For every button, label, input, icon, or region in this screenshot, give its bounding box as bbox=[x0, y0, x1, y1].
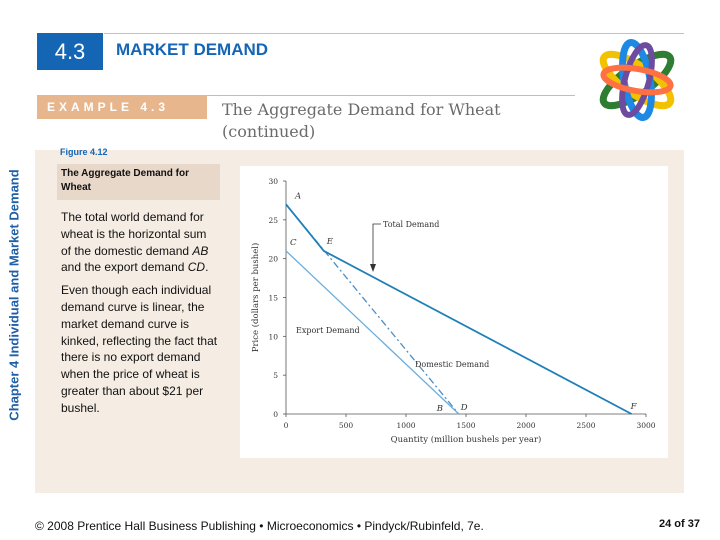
annotation-domestic-demand: Domestic Demand bbox=[415, 360, 489, 369]
x-axis-label: Quantity (million bushels per year) bbox=[391, 434, 542, 445]
x-tick-label: 2000 bbox=[516, 421, 535, 430]
x-tick-label: 500 bbox=[339, 421, 354, 430]
point-label-b: B bbox=[436, 404, 443, 414]
body-paragraph-1: The total world demand for wheat is the … bbox=[61, 210, 209, 275]
series-line-total-demand bbox=[285, 203, 633, 415]
annotation-export-demand: Export Demand bbox=[296, 326, 360, 335]
example-label: EXAMPLE 4.3 bbox=[37, 95, 207, 119]
point-label-e: E bbox=[326, 237, 334, 247]
point-label-f: F bbox=[630, 402, 638, 412]
section-title: MARKET DEMAND bbox=[116, 40, 269, 59]
x-tick-label: 1000 bbox=[396, 421, 415, 430]
point-label-d: D bbox=[460, 403, 468, 413]
example-title-line1: The Aggregate Demand for Wheat bbox=[222, 100, 501, 119]
y-tick-label: 25 bbox=[268, 216, 278, 225]
x-tick-label: 2500 bbox=[576, 421, 595, 430]
x-tick-label: 1500 bbox=[456, 421, 475, 430]
figure-caption: The Aggregate Demand for Wheat bbox=[57, 164, 220, 200]
total-demand-callout-line bbox=[372, 223, 381, 268]
annotation-total-demand: Total Demand bbox=[383, 220, 439, 229]
chapter-side-label: Chapter 4 Individual and Market Demand bbox=[6, 169, 22, 421]
header-rule bbox=[104, 33, 684, 34]
y-tick-label: 30 bbox=[268, 177, 278, 186]
point-label-a: A bbox=[294, 191, 301, 201]
series-line-export-demand bbox=[285, 250, 460, 415]
total-demand-callout-arrowhead bbox=[370, 264, 376, 272]
section-number: 4.3 bbox=[54, 38, 86, 64]
section-number-badge: 4.3 bbox=[37, 33, 103, 70]
demand-chart: 0 500 1000 1500 2000 2500 3000 0 5 10 15 20 25 30 Quan… bbox=[250, 177, 656, 445]
example-rule bbox=[207, 95, 575, 96]
y-tick-label: 15 bbox=[268, 294, 278, 303]
y-tick-label: 5 bbox=[273, 371, 278, 380]
body-text: The total world demand for wheat is the … bbox=[61, 209, 219, 423]
y-tick-label: 0 bbox=[273, 410, 278, 419]
footer-credit: © 2008 Prentice Hall Business Publishing… bbox=[35, 519, 484, 533]
example-title: The Aggregate Demand for Wheat (continue… bbox=[222, 99, 501, 143]
figure-label: Figure 4.12 bbox=[60, 147, 108, 157]
rings-logo-icon bbox=[599, 39, 675, 121]
page-number: 24 of 37 bbox=[658, 518, 700, 530]
point-label-c: C bbox=[290, 238, 297, 248]
body-paragraph-2: Even though each individual demand curve… bbox=[61, 283, 218, 415]
x-tick-label: 3000 bbox=[636, 421, 655, 430]
y-tick-label: 10 bbox=[268, 332, 278, 341]
x-tick-label: 0 bbox=[284, 421, 289, 430]
example-title-line2: (continued) bbox=[222, 122, 316, 141]
y-axis-label: Price (dollars per bushel) bbox=[250, 243, 261, 353]
y-tick-label: 20 bbox=[268, 255, 278, 264]
